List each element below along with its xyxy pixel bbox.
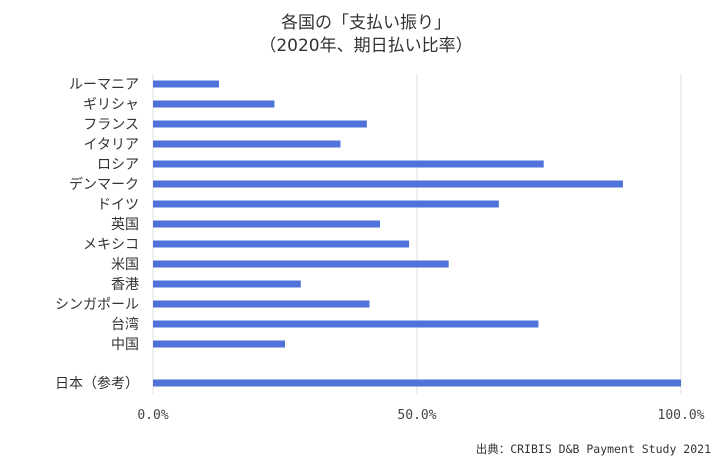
category-label: デンマーク [69,176,139,193]
bar-ドイツ [153,200,499,208]
bar-デンマーク [153,180,623,188]
category-label: 日本（参考） [55,375,139,392]
bar-台湾 [153,320,539,328]
category-label: メキシコ [83,237,139,253]
bar-シンガポール [153,300,370,308]
x-tick-label: 100.0% [658,408,705,423]
bar-日本参考 [153,379,681,387]
category-label: 台湾 [111,316,139,333]
bar-香港 [153,280,301,288]
category-label: ギリシャ [83,97,139,113]
chart-title: 各国の「支払い振り」 [281,13,451,33]
category-label: 米国 [111,257,139,273]
x-tick-labels: 0.0% 50.0% 100.0% [137,408,704,423]
bars [153,80,681,387]
category-label: フランス [83,117,139,133]
bar-ギリシャ [153,100,275,108]
category-label: ロシア [97,157,139,173]
chart-subtitle: （2020年、期日払い比率） [259,36,472,56]
category-label: イタリア [84,137,139,153]
bar-イタリア [153,140,341,148]
category-label: 香港 [111,277,139,293]
source-note: 出典：CRIBIS D&B Payment Study 2021 [476,442,711,456]
category-label: 英国 [111,216,139,233]
category-label: 中国 [111,337,139,353]
x-tick-label: 0.0% [137,408,168,423]
bar-メキシコ [153,240,410,248]
bar-英国 [153,220,381,228]
bar-米国 [153,260,449,268]
x-tick-label: 50.0% [397,408,436,423]
category-labels: ルーマニアギリシャフランスイタリアロシアデンマークドイツ英国メキシコ米国香港シン… [55,77,139,392]
category-label: シンガポール [55,297,139,313]
bar-ロシア [153,160,544,168]
bar-フランス [153,120,367,128]
bar-中国 [153,340,285,348]
category-label: ドイツ [97,197,139,213]
bar-ルーマニア [153,80,219,88]
category-label: ルーマニア [69,77,139,93]
